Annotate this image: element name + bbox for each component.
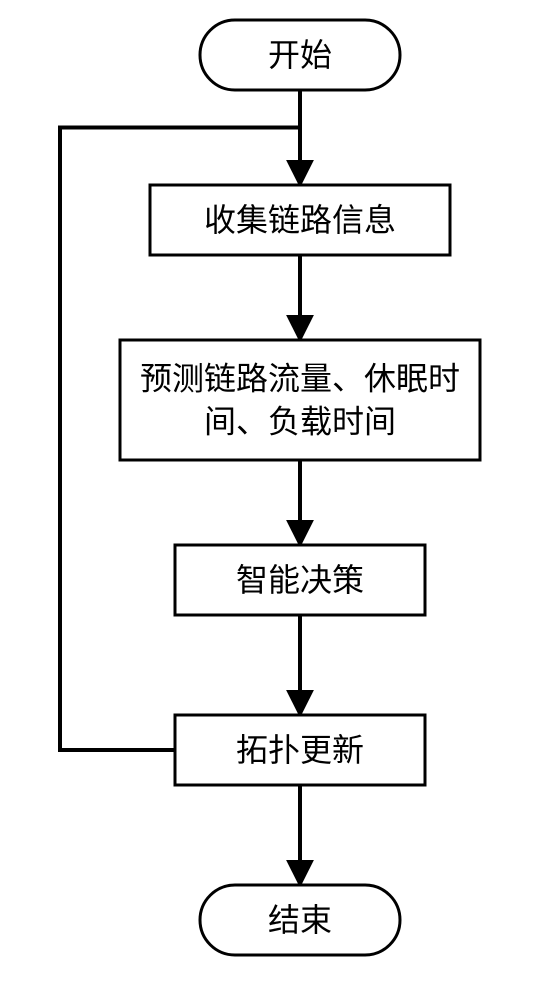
node-end: 结束: [200, 885, 400, 955]
node-decide: 智能决策: [175, 545, 425, 615]
node-update: 拓扑更新: [175, 715, 425, 785]
node-end-label: 结束: [268, 902, 332, 938]
node-predict-label-line-0: 预测链路流量、休眠时: [140, 360, 460, 396]
node-predict-label-line-1: 间、负载时间: [204, 404, 396, 440]
flowchart-canvas: 开始收集链路信息预测链路流量、休眠时间、负载时间智能决策拓扑更新结束: [0, 0, 540, 1000]
node-collect-label: 收集链路信息: [204, 202, 396, 238]
node-start: 开始: [200, 20, 400, 90]
node-decide-label: 智能决策: [236, 562, 364, 598]
node-predict: 预测链路流量、休眠时间、负载时间: [120, 340, 480, 460]
node-update-label: 拓扑更新: [236, 732, 364, 768]
node-collect: 收集链路信息: [150, 185, 450, 255]
node-start-label: 开始: [268, 37, 332, 73]
